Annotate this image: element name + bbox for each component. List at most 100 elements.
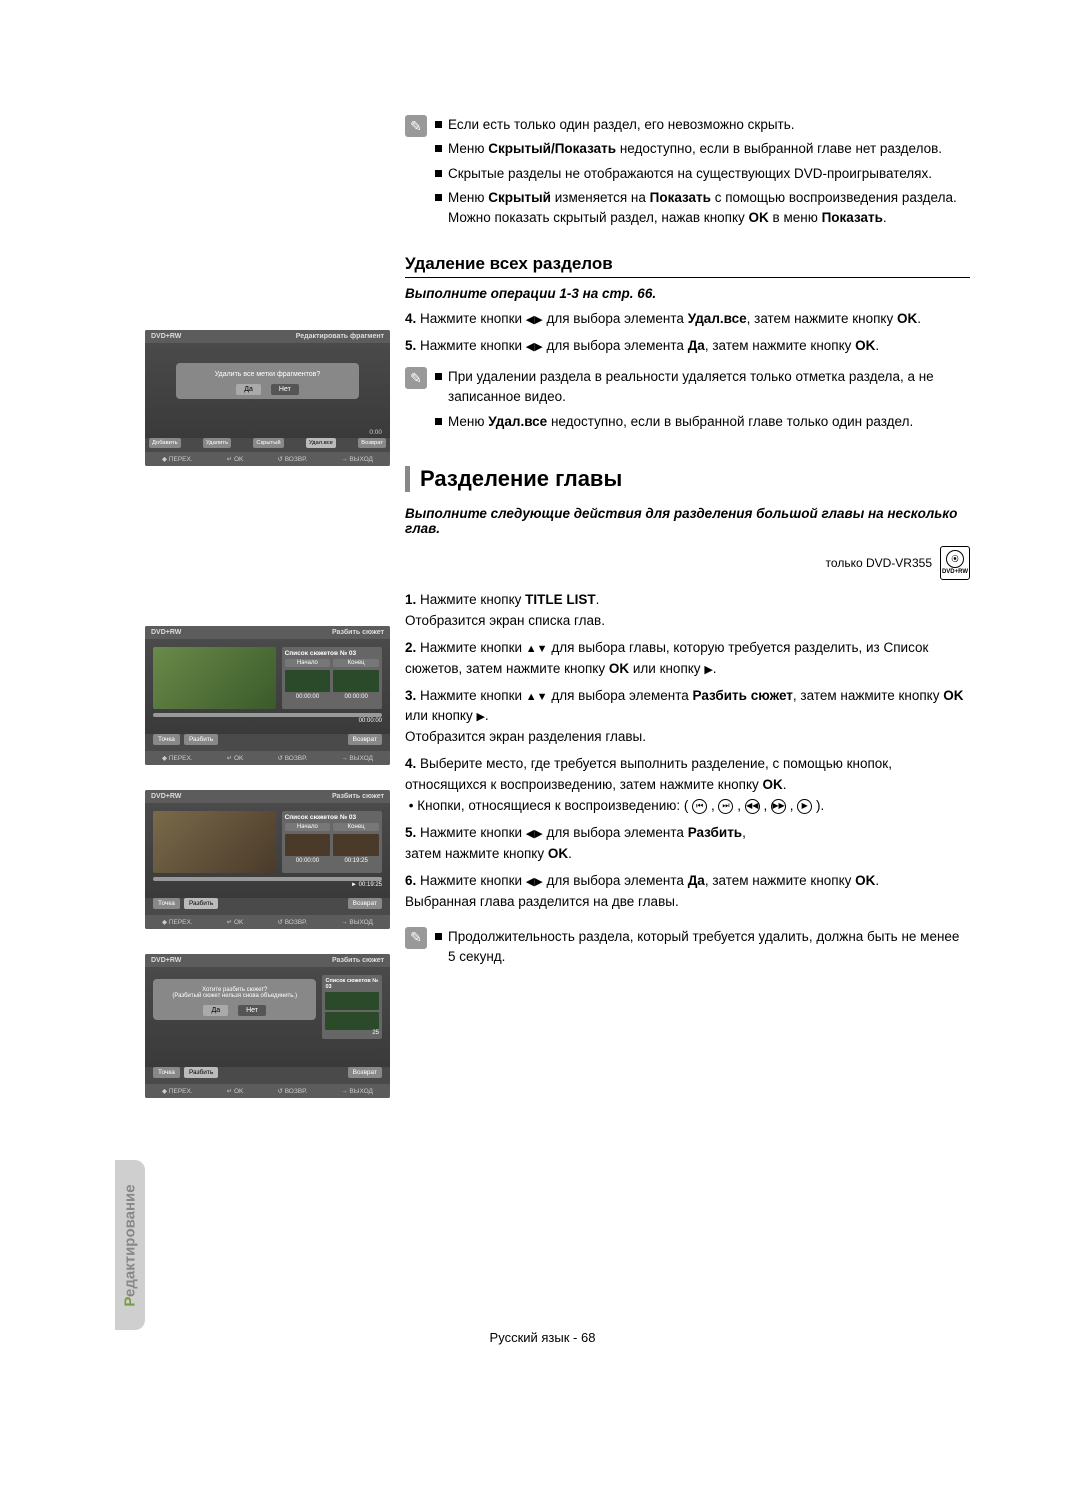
note-item: Если есть только один раздел, его невозм… — [448, 115, 795, 135]
step: 3. Нажмите кнопки для выбора элемента Ра… — [405, 686, 970, 749]
ss-disc-label: DVD+RW — [151, 793, 181, 800]
note-item: Продолжительность раздела, который требу… — [448, 927, 970, 968]
ss-nav: ↵ OK — [227, 918, 244, 926]
ss-action: Добавить — [149, 438, 181, 448]
ss-progress-time: ► 00:19:25 — [153, 882, 382, 888]
ss-side-title: Список сюжетов № 03 — [325, 978, 379, 990]
model-row: только DVD-VR355 ⦿ DVD+RW — [405, 546, 970, 580]
ss-btn-point: Точка — [153, 734, 180, 745]
page: Редактирование DVD+RW Редактировать фраг… — [115, 115, 970, 1375]
ss-disc-label: DVD+RW — [151, 333, 181, 340]
ss-end-label: Конец — [333, 659, 379, 667]
note-item: Меню Скрытый изменяется на Показать с по… — [448, 188, 970, 229]
ss-thumb — [333, 670, 379, 692]
ss-progress — [153, 877, 382, 881]
ss-action: Скрытый — [253, 438, 283, 448]
step: 6. Нажмите кнопки для выбора элемента Да… — [405, 871, 970, 913]
note-item: Скрытые разделы не отображаются на сущес… — [448, 164, 932, 184]
step: 1. Нажмите кнопку TITLE LIST.Отобразится… — [405, 590, 970, 632]
ss-thumb — [325, 1012, 379, 1030]
note-icon: ✎ — [405, 927, 427, 949]
ss-nav: → ВЫХОД — [341, 1087, 373, 1095]
top-note-list: Если есть только один раздел, его невозм… — [435, 115, 970, 232]
ss-side-title: Список сюжетов № 03 — [285, 814, 379, 821]
ss-preview-main — [153, 811, 276, 873]
ss-start-label: Начало — [285, 823, 331, 831]
ss-thumb — [285, 834, 331, 856]
note-icon: ✎ — [405, 367, 427, 389]
ss-nav: ↺ ВОЗВР. — [277, 1087, 307, 1095]
ss-disc-label: DVD+RW — [151, 629, 181, 636]
model-text: только DVD-VR355 — [826, 556, 932, 570]
main-content: ✎ Если есть только один раздел, его нево… — [405, 115, 970, 983]
ss-nav: ↵ OK — [227, 455, 244, 463]
step: 5. Нажмите кнопки для выбора элемента Ра… — [405, 823, 970, 865]
ss-title: Разбить сюжет — [332, 793, 384, 800]
ss-no-button: Нет — [271, 384, 299, 395]
ss-btn-point: Точка — [153, 898, 180, 909]
ss-nav: → ВЫХОД — [341, 754, 373, 762]
note-item: При удалении раздела в реальности удаляе… — [448, 367, 970, 408]
ss-progress-time: 00:00:00 — [153, 718, 382, 724]
ss-dialog: Хотите разбить сюжет? (Разбитый сюжет не… — [153, 979, 316, 1020]
ss-nav: ◆ ПЕРЕХ. — [162, 754, 193, 762]
section1-note-block: ✎ При удалении раздела в реальности удал… — [405, 367, 970, 436]
ss-dialog: Удалить все метки фрагментов? Да Нет — [176, 363, 359, 399]
tab-rest: едактирование — [122, 1184, 139, 1297]
subheading-delete-all: Удаление всех разделов — [405, 254, 970, 278]
ss-preview-side: Список сюжетов № 03 Начало Конец 00:00:0… — [282, 811, 382, 873]
section2-lead: Выполните следующие действия для разделе… — [405, 506, 970, 536]
ss-nav: ◆ ПЕРЕХ. — [162, 455, 193, 463]
disc-icon: ⦿ DVD+RW — [940, 546, 970, 580]
note-item: Меню Удал.все недоступно, если в выбранн… — [448, 412, 913, 432]
ss-nav: → ВЫХОД — [341, 918, 373, 926]
section1-note-list: При удалении раздела в реальности удаляе… — [435, 367, 970, 436]
ss-time-badge: 0:00 — [369, 429, 382, 436]
ss-title: Разбить сюжет — [332, 957, 384, 964]
ss-thumb — [333, 834, 379, 856]
ss-btn-split: Разбить — [184, 734, 218, 745]
ss-btn-point: Точка — [153, 1067, 180, 1078]
ss-nav: ◆ ПЕРЕХ. — [162, 1087, 193, 1095]
sidebar-screenshots: DVD+RW Редактировать фрагмент Удалить вс… — [145, 330, 390, 1123]
ss-yes-button: Да — [203, 1005, 228, 1016]
ss-nav: ↺ ВОЗВР. — [277, 754, 307, 762]
note-item: Меню Скрытый/Показать недоступно, если в… — [448, 139, 942, 159]
screenshot-split-2: DVD+RW Разбить сюжет Список сюжетов № 03… — [145, 790, 390, 929]
screenshot-split-1: DVD+RW Разбить сюжет Список сюжетов № 03… — [145, 626, 390, 765]
ss-nav: ↵ OK — [227, 754, 244, 762]
ss-nav: ↺ ВОЗВР. — [277, 918, 307, 926]
section2-note-block: ✎ Продолжительность раздела, который тре… — [405, 927, 970, 972]
tab-first-letter: Р — [122, 1296, 139, 1306]
ss-yes-button: Да — [236, 384, 261, 395]
ss-start-label: Начало — [285, 659, 331, 667]
step: 5. Нажмите кнопки для выбора элемента Да… — [405, 336, 970, 357]
ss-thumb — [285, 670, 331, 692]
ss-btn-return: Возврат — [348, 898, 382, 909]
step: 4. Выберите место, где требуется выполни… — [405, 754, 970, 817]
section2-note-list: Продолжительность раздела, который требу… — [435, 927, 970, 972]
ss-nav: → ВЫХОД — [341, 455, 373, 463]
step: 2. Нажмите кнопки для выбора главы, кото… — [405, 638, 970, 680]
ss-title: Редактировать фрагмент — [296, 333, 384, 340]
ss-footer: ◆ ПЕРЕХ. ↵ OK ↺ ВОЗВР. → ВЫХОД — [145, 1084, 390, 1098]
ss-title: Разбить сюжет — [332, 629, 384, 636]
ss-preview-main — [153, 647, 276, 709]
top-note-block: ✎ Если есть только один раздел, его нево… — [405, 115, 970, 232]
ss-time: 00:19:25 — [333, 858, 379, 864]
screenshot-delete-all: DVD+RW Редактировать фрагмент Удалить вс… — [145, 330, 390, 466]
section1-lead: Выполните операции 1-3 на стр. 66. — [405, 286, 970, 301]
screenshot-split-confirm: DVD+RW Разбить сюжет Хотите разбить сюже… — [145, 954, 390, 1098]
ss-no-button: Нет — [238, 1005, 266, 1016]
ss-footer: ◆ ПЕРЕХ. ↵ OK ↺ ВОЗВР. → ВЫХОД — [145, 452, 390, 466]
section1-steps: 4. Нажмите кнопки для выбора элемента Уд… — [405, 309, 970, 357]
ss-time: 00:00:00 — [285, 694, 331, 700]
ss-action-row: Добавить Удалить Скрытый Удал.все Возвра… — [145, 438, 390, 452]
ss-end-label: Конец — [333, 823, 379, 831]
ss-time: 00:00:00 — [333, 694, 379, 700]
disc-label: DVD+RW — [942, 569, 968, 575]
ss-suffix: 25 — [325, 1030, 379, 1036]
page-number: Русский язык - 68 — [115, 1330, 970, 1345]
ss-action: Удал.все — [306, 438, 336, 448]
ss-preview-side: Список сюжетов № 03 Начало Конец 00:00:0… — [282, 647, 382, 709]
